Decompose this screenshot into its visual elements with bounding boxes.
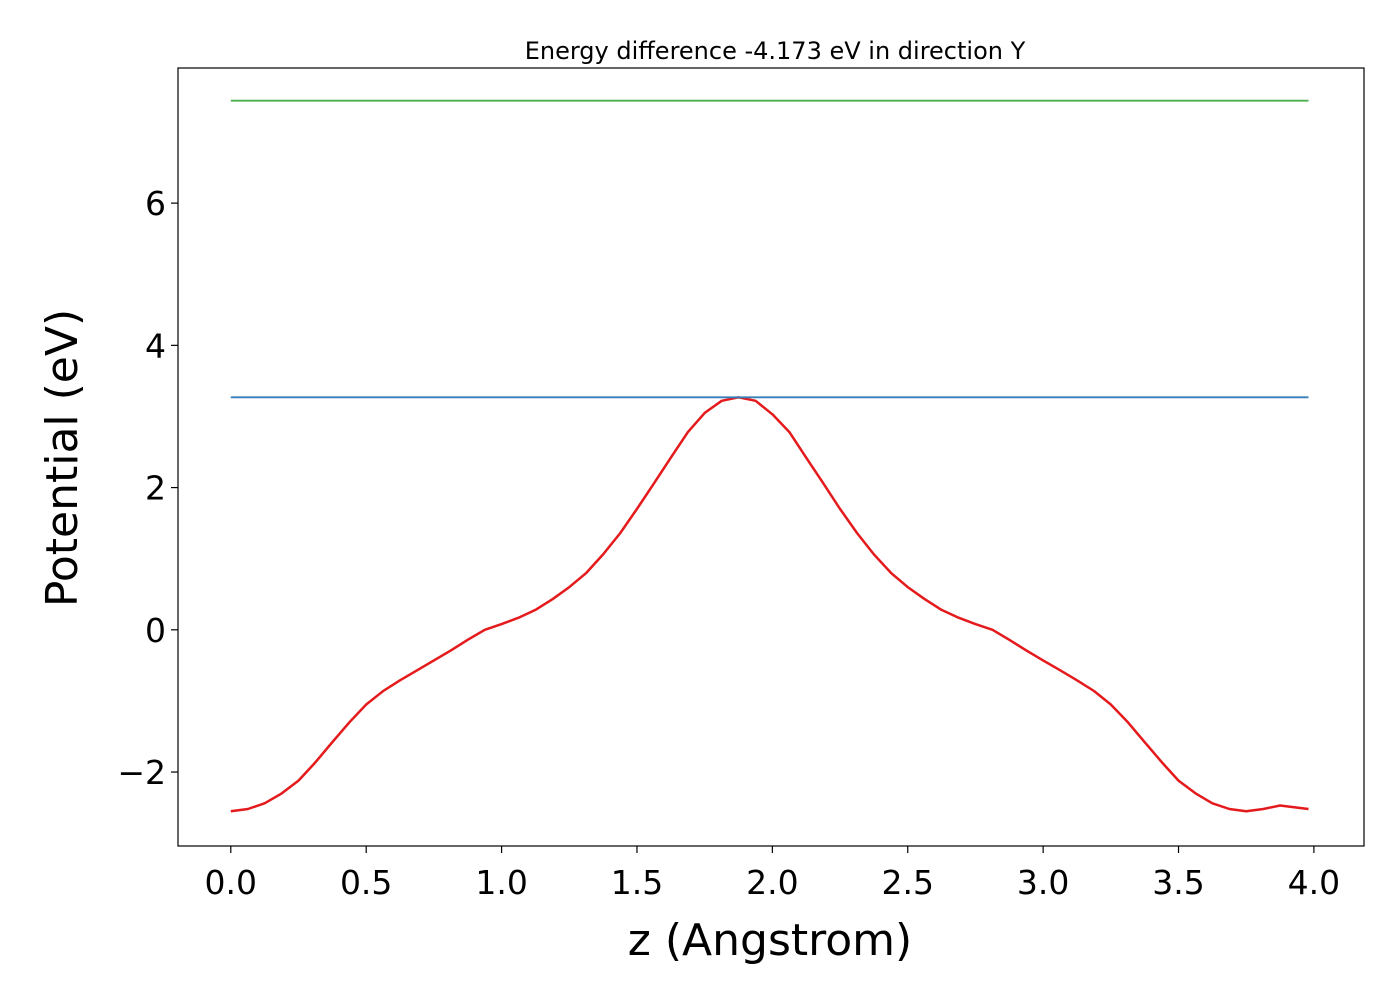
x-tick-label: 0.5 bbox=[340, 863, 392, 902]
y-tick-label: 4 bbox=[145, 326, 166, 365]
y-tick-label: 0 bbox=[145, 611, 166, 650]
x-tick-label: 1.5 bbox=[611, 863, 663, 902]
x-tick-label: 4.0 bbox=[1288, 863, 1340, 902]
potential-line bbox=[230, 396, 1309, 813]
y-axis-ticks: −2 0 2 4 6 bbox=[117, 184, 178, 792]
x-axis-label: z (Angstrom) bbox=[628, 915, 912, 966]
chart-title: Energy difference -4.173 eV in direction… bbox=[525, 37, 1026, 65]
y-tick-label: −2 bbox=[117, 753, 166, 792]
x-tick-label: 2.0 bbox=[746, 863, 798, 902]
y-axis-label: Potential (eV) bbox=[37, 309, 88, 607]
x-tick-label: 3.0 bbox=[1017, 863, 1069, 902]
series-layer bbox=[230, 99, 1309, 813]
x-axis-ticks: 0.0 0.5 1.0 1.5 2.0 2.5 3.0 3.5 4.0 bbox=[205, 846, 1340, 902]
x-tick-label: 3.5 bbox=[1152, 863, 1204, 902]
y-tick-label: 2 bbox=[145, 469, 166, 508]
x-tick-label: 2.5 bbox=[881, 863, 933, 902]
y-tick-label: 6 bbox=[145, 184, 166, 223]
x-tick-label: 1.0 bbox=[475, 863, 527, 902]
plot-frame bbox=[177, 67, 1365, 847]
x-tick-label: 0.0 bbox=[205, 863, 257, 902]
